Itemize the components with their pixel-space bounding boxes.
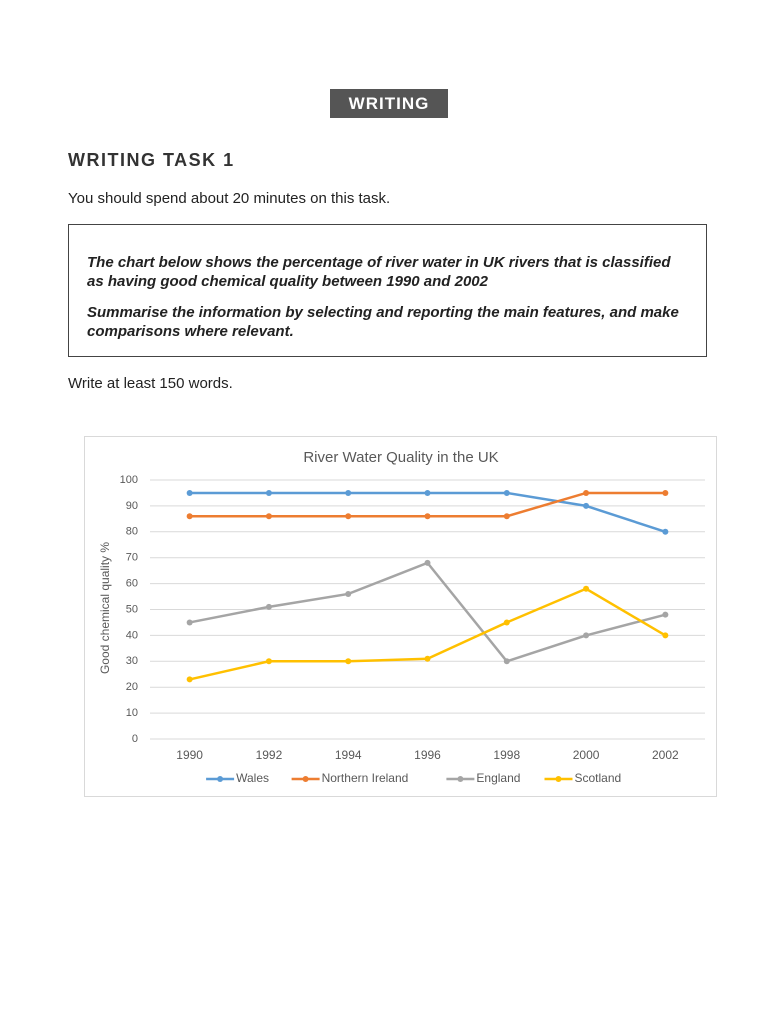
x-tick-label: 1994 [335,748,362,762]
y-tick-label: 60 [126,578,138,590]
data-point [265,489,272,496]
y-tick-label: 30 [126,655,138,667]
data-point [503,619,510,626]
data-point [503,513,510,520]
data-point [503,658,510,665]
x-tick-label: 1996 [414,748,441,762]
data-point [265,658,272,665]
y-axis-label: Good chemical quality % [98,542,112,674]
prompt-text: The chart below shows the percentage of … [87,254,671,290]
chart-title: River Water Quality in the UK [303,449,498,466]
x-tick-label: 2000 [573,748,600,762]
data-point [662,489,669,496]
data-point [583,489,590,496]
data-point [424,559,431,566]
data-point [662,611,669,618]
word-count: Write at least 150 words. [68,375,233,392]
legend-label: Scotland [575,771,622,785]
data-point [345,590,352,597]
data-point [345,513,352,520]
legend-label: England [476,771,520,785]
y-tick-label: 90 [126,500,138,512]
legend-label: Wales [236,771,269,785]
y-tick-label: 20 [126,681,138,693]
data-point [424,513,431,520]
legend-marker [457,776,464,782]
prompt-box: The chart below shows the percentage of … [68,224,707,357]
data-point [186,676,193,683]
data-point [265,513,272,520]
chart-frame [84,436,717,797]
data-point [424,489,431,496]
y-tick-label: 100 [120,474,138,486]
x-tick-label: 2002 [652,748,679,762]
y-tick-label: 10 [126,707,138,719]
data-point [186,489,193,496]
y-tick-label: 70 [126,552,138,564]
y-tick-label: 80 [126,526,138,538]
prompt-text: Summarise the information by selecting a… [87,304,679,340]
legend-marker [302,776,309,782]
data-point [583,585,590,592]
data-point [662,528,669,535]
data-point [265,603,272,610]
chart: River Water Quality in the UK Good chemi… [84,436,717,797]
x-tick-label: 1990 [176,748,203,762]
data-point [345,658,352,665]
x-tick-label: 1998 [493,748,520,762]
section-badge: WRITING [330,89,448,118]
data-point [186,513,193,520]
data-point [186,619,193,626]
x-tick-label: 1992 [256,748,283,762]
y-tick-label: 0 [132,733,138,745]
data-point [345,489,352,496]
data-point [583,632,590,639]
instruction: You should spend about 20 minutes on thi… [68,190,391,207]
data-point [424,655,431,662]
data-point [503,489,510,496]
legend-marker [217,776,224,782]
y-tick-label: 50 [126,603,138,615]
legend-marker [555,776,562,782]
task-title: WRITING TASK 1 [68,150,235,170]
data-point [662,632,669,639]
y-tick-label: 40 [126,629,138,641]
legend-label: Northern Ireland [322,771,409,785]
data-point [583,502,590,509]
